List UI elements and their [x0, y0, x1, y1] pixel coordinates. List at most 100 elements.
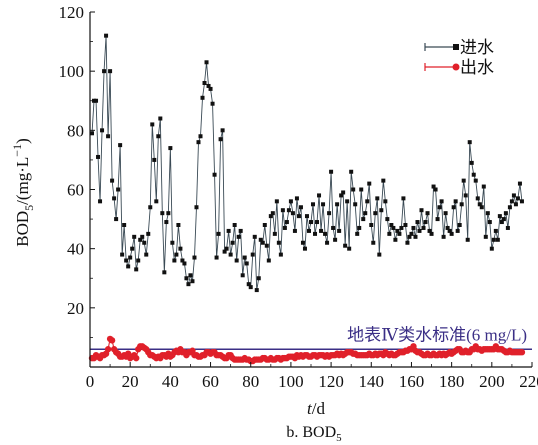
data-point	[331, 225, 336, 230]
data-point	[413, 234, 418, 239]
data-point	[272, 231, 277, 236]
data-point	[246, 282, 251, 287]
data-point	[104, 33, 109, 38]
data-point	[124, 258, 129, 263]
data-point	[156, 134, 161, 139]
data-point	[238, 228, 243, 233]
data-point	[387, 231, 392, 236]
x-tick-label: 0	[86, 372, 95, 391]
data-point	[216, 231, 221, 236]
data-point	[479, 205, 484, 210]
x-tick-label: 100	[278, 372, 304, 391]
data-point	[276, 240, 281, 245]
data-point	[518, 349, 526, 356]
data-point	[172, 258, 177, 263]
data-point	[347, 246, 352, 251]
data-point	[491, 237, 496, 242]
y-axis-mid: /(mg	[13, 172, 32, 205]
data-point	[427, 228, 432, 233]
y-tick-label: 120	[59, 3, 85, 22]
data-point	[256, 276, 261, 281]
data-point	[224, 246, 229, 251]
data-point	[409, 231, 414, 236]
data-point	[222, 249, 227, 254]
series-effluent	[88, 335, 526, 365]
data-point	[433, 187, 438, 192]
y-tick-label: 100	[59, 62, 85, 81]
data-point	[473, 178, 478, 183]
data-point	[142, 240, 147, 245]
data-point	[300, 240, 305, 245]
data-point	[190, 279, 195, 284]
legend-marker	[452, 63, 460, 71]
data-point	[355, 231, 360, 236]
legend-label: 进水	[460, 38, 494, 57]
data-point	[114, 217, 119, 222]
y-axis-dot: ·	[13, 167, 32, 173]
data-point	[108, 337, 116, 344]
data-point	[315, 220, 320, 225]
data-point	[449, 231, 454, 236]
data-point	[92, 98, 97, 103]
data-point	[182, 261, 187, 266]
data-point	[321, 202, 326, 207]
data-point	[431, 184, 436, 189]
data-point	[194, 205, 199, 210]
data-point	[333, 237, 338, 242]
data-point	[495, 237, 500, 242]
data-point	[260, 240, 265, 245]
data-point	[302, 246, 307, 251]
data-point	[258, 237, 263, 242]
data-point	[323, 231, 328, 236]
data-point	[493, 228, 498, 233]
data-point	[150, 122, 155, 127]
data-point	[200, 95, 205, 100]
data-point	[515, 196, 520, 201]
data-point	[467, 140, 472, 145]
data-point	[214, 255, 219, 260]
data-point	[475, 196, 480, 201]
y-axis-unit: L	[13, 157, 32, 167]
x-tick-label: 160	[399, 372, 425, 391]
data-point	[154, 199, 159, 204]
legend-marker	[453, 44, 459, 50]
data-point	[415, 220, 420, 225]
data-point	[274, 199, 279, 204]
x-tick-label: 20	[122, 372, 139, 391]
data-point	[439, 199, 444, 204]
data-point	[158, 116, 163, 121]
data-point	[106, 134, 111, 139]
data-point	[353, 202, 358, 207]
data-point	[377, 252, 382, 257]
data-point	[120, 252, 125, 257]
data-point	[453, 199, 458, 204]
data-point	[204, 60, 209, 65]
data-point	[250, 252, 255, 257]
data-point	[375, 196, 380, 201]
data-point	[220, 128, 225, 133]
data-point	[104, 346, 112, 353]
y-tick-label: 60	[67, 181, 84, 200]
data-point	[371, 240, 376, 245]
data-point	[282, 225, 287, 230]
data-point	[202, 81, 207, 85]
data-point	[397, 231, 402, 236]
data-point	[339, 193, 344, 198]
data-point	[264, 243, 269, 248]
x-axis-title: t/d	[307, 399, 325, 418]
data-point	[457, 223, 462, 227]
data-point	[94, 98, 99, 103]
data-point	[435, 217, 440, 222]
data-point	[152, 157, 157, 162]
data-point	[96, 154, 101, 159]
data-point	[234, 258, 239, 263]
data-point	[210, 101, 215, 106]
data-point	[445, 225, 450, 230]
data-point	[505, 225, 510, 230]
data-point	[232, 223, 237, 227]
data-point	[357, 225, 362, 230]
x-tick-label: 220	[519, 372, 538, 391]
data-point	[132, 234, 137, 239]
data-point	[242, 255, 247, 260]
